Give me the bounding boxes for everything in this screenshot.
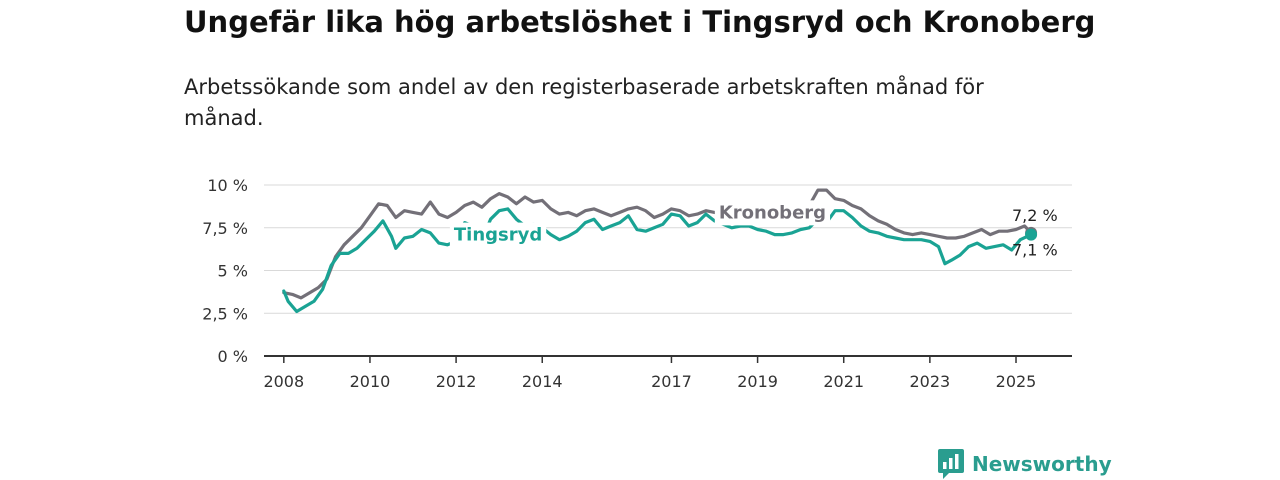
value-label-kronoberg: 7,2 % — [1012, 206, 1058, 225]
series-label-bg — [714, 200, 831, 226]
y-tick-label: 10 % — [207, 176, 248, 195]
series-labels: Tingsryd Kronoberg 7,2 % 7,1 % — [449, 200, 1058, 260]
page-subtitle: Arbetssökande som andel av den registerb… — [184, 75, 984, 130]
x-tick-label: 2014 — [522, 372, 563, 391]
y-tick-label: 2,5 % — [202, 304, 248, 323]
grid-layer — [264, 184, 1072, 357]
x-tick-label: 2023 — [910, 372, 951, 391]
series-line-kronoberg — [282, 188, 1033, 300]
newsworthy-logo-icon — [938, 449, 964, 479]
value-label-tingsryd: 7,1 % — [1012, 241, 1058, 260]
x-tick-label: 2025 — [996, 372, 1037, 391]
series-name-tingsryd: Tingsryd — [454, 225, 542, 246]
brand: Newsworthy — [938, 449, 1112, 479]
x-tick-label: 2017 — [651, 372, 692, 391]
x-tick-label: 2019 — [737, 372, 778, 391]
series-layer — [282, 188, 1038, 314]
series-endpoint-tingsryd — [1025, 228, 1038, 241]
page-title: Ungefär lika hög arbetslöshet i Tingsryd… — [184, 5, 1096, 39]
y-tick-label: 5 % — [218, 262, 248, 281]
x-tick-label: 2021 — [823, 372, 864, 391]
y-tick-label: 7,5 % — [202, 219, 248, 238]
series-name-kronoberg: Kronoberg — [719, 202, 826, 223]
x-tick-label: 2008 — [263, 372, 304, 391]
brand-name: Newsworthy — [972, 452, 1112, 476]
x-tick-label: 2012 — [436, 372, 477, 391]
x-tick-labels: 2008 2010 2012 2014 2017 2019 2021 2023 2025 — [263, 356, 1036, 391]
y-tick-label: 0 % — [218, 347, 248, 366]
x-tick-label: 2010 — [350, 372, 391, 391]
series-label-bg — [449, 222, 547, 248]
series-line-tingsryd — [282, 207, 1033, 314]
y-tick-labels: 0 % 2,5 % 5 % 7,5 % 10 % — [202, 176, 248, 366]
